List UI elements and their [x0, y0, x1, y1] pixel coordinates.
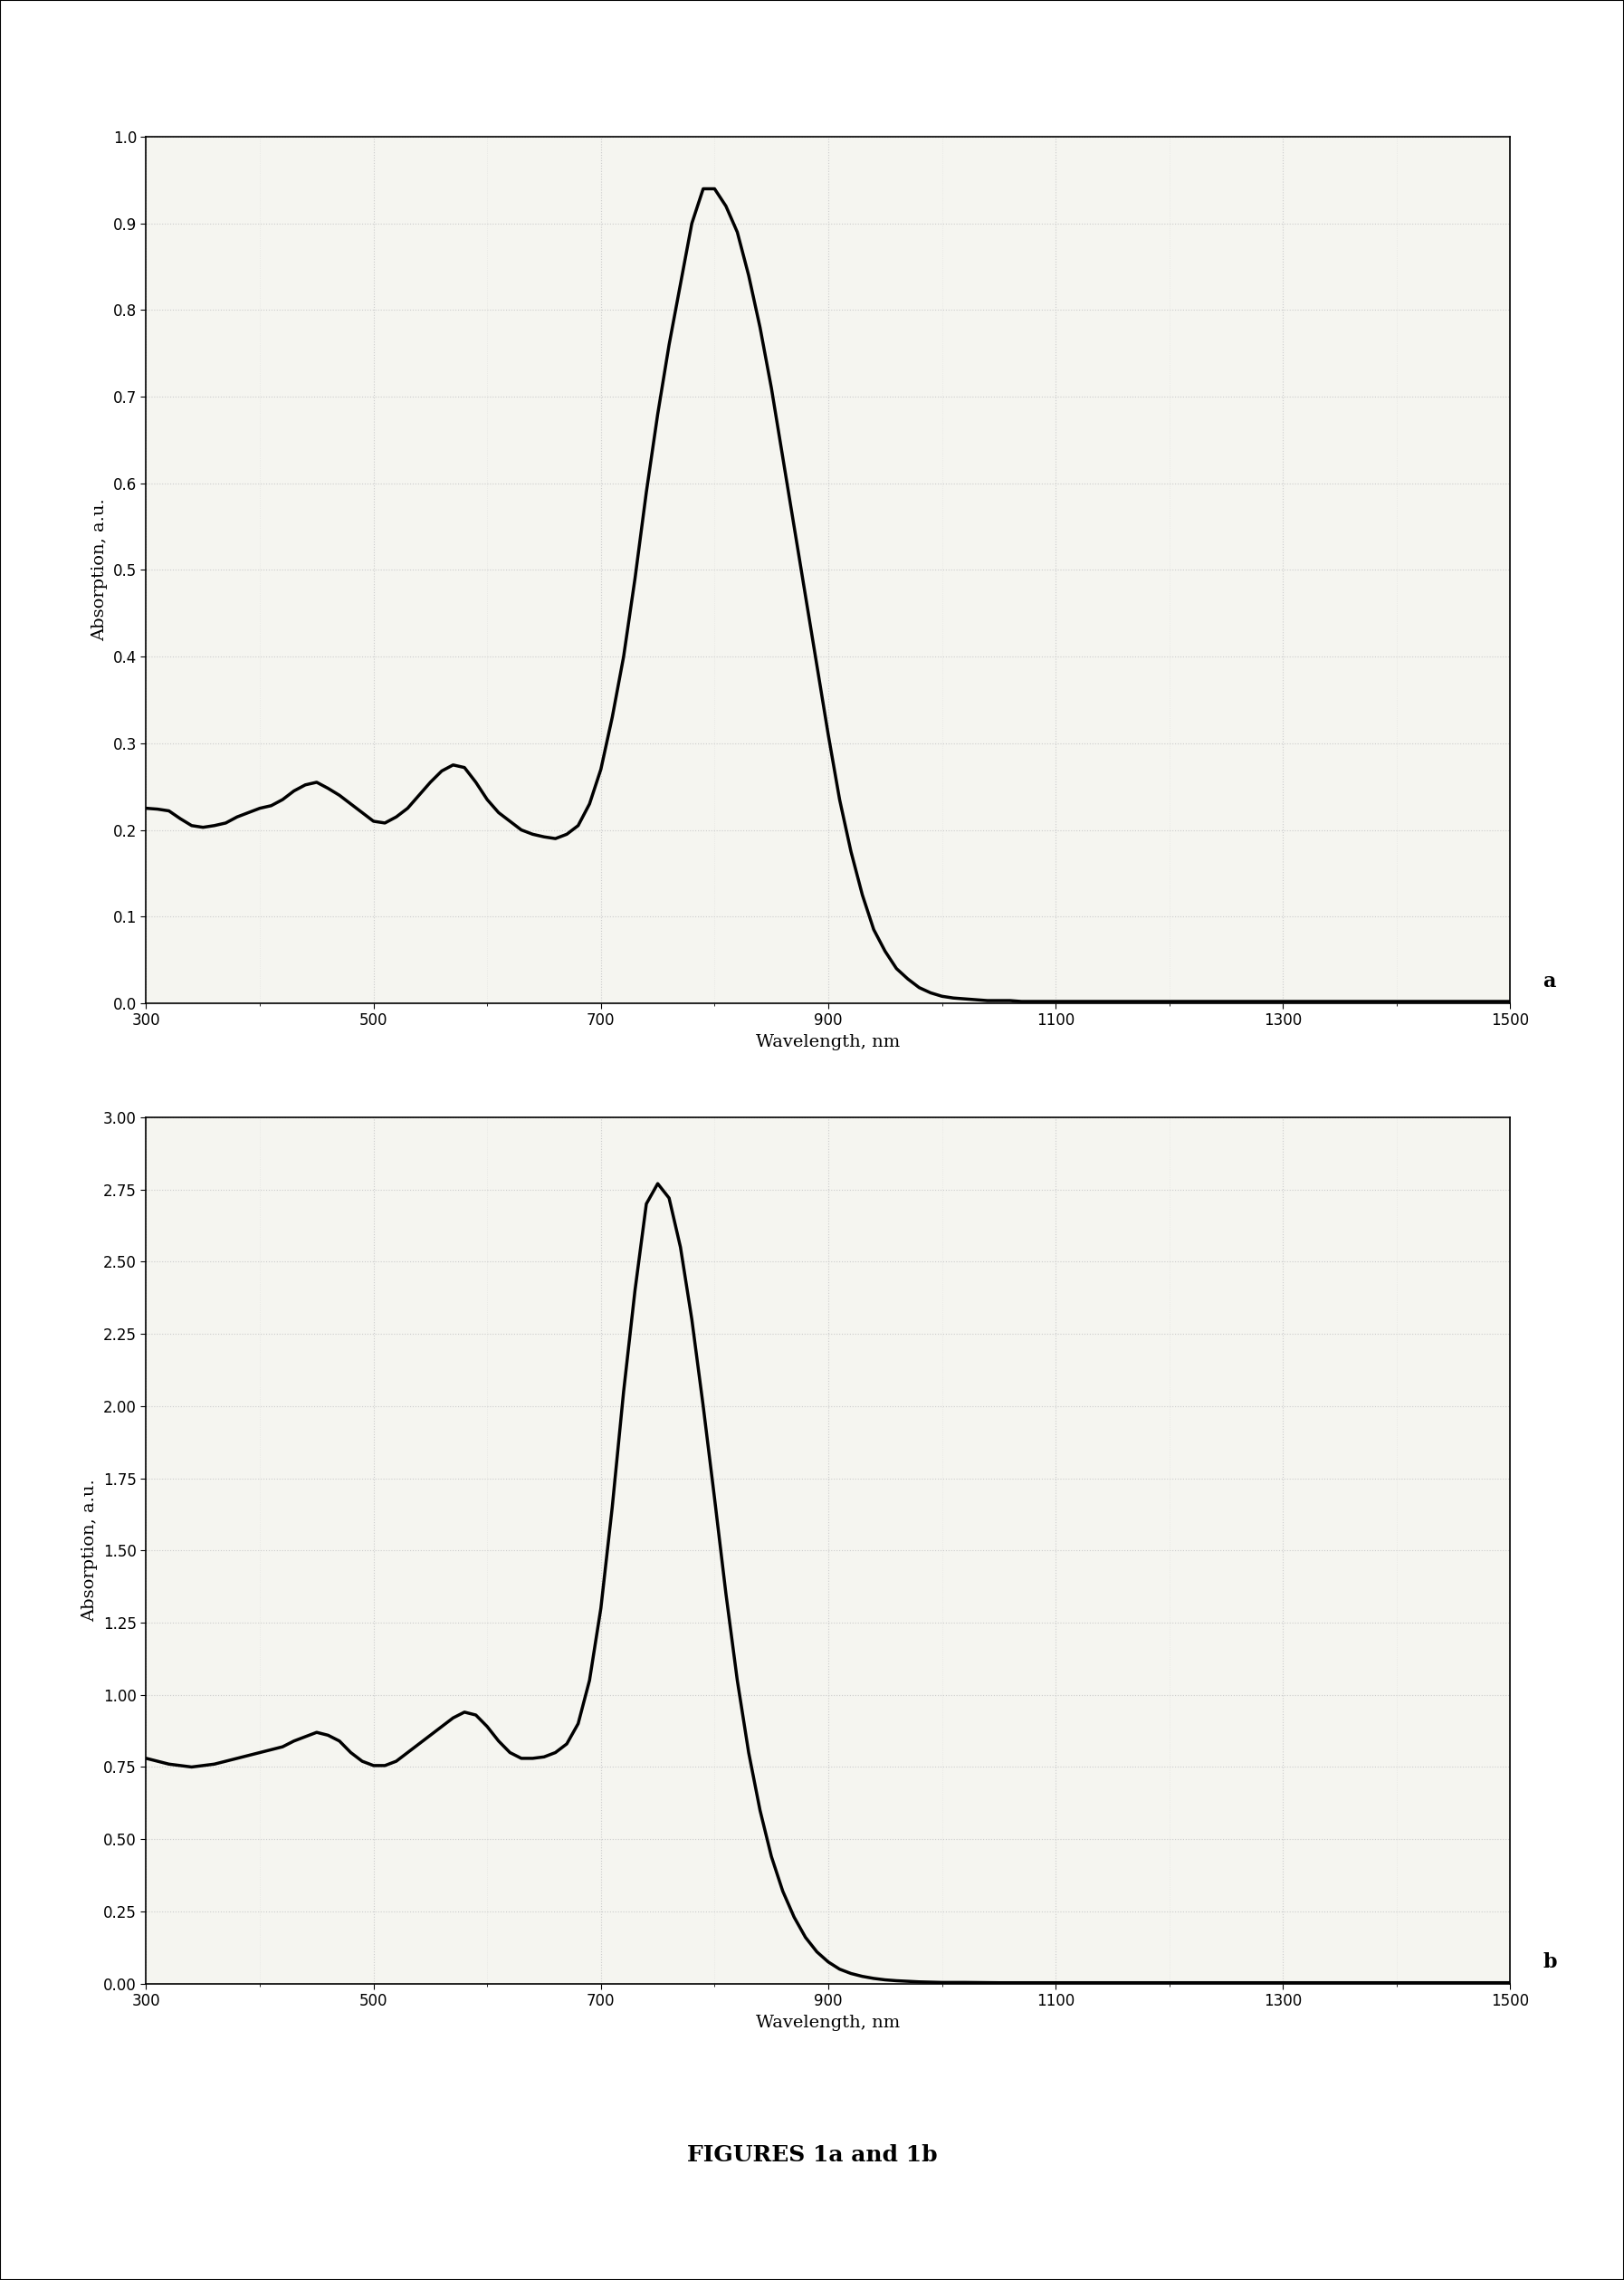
Text: a: a — [1543, 971, 1556, 992]
Text: FIGURES 1a and 1b: FIGURES 1a and 1b — [687, 2143, 937, 2166]
X-axis label: Wavelength, nm: Wavelength, nm — [757, 1033, 900, 1051]
X-axis label: Wavelength, nm: Wavelength, nm — [757, 2013, 900, 2031]
Text: b: b — [1543, 1952, 1557, 1972]
Y-axis label: Absorption, a.u.: Absorption, a.u. — [81, 1480, 97, 1621]
Y-axis label: Absorption, a.u.: Absorption, a.u. — [91, 499, 107, 641]
